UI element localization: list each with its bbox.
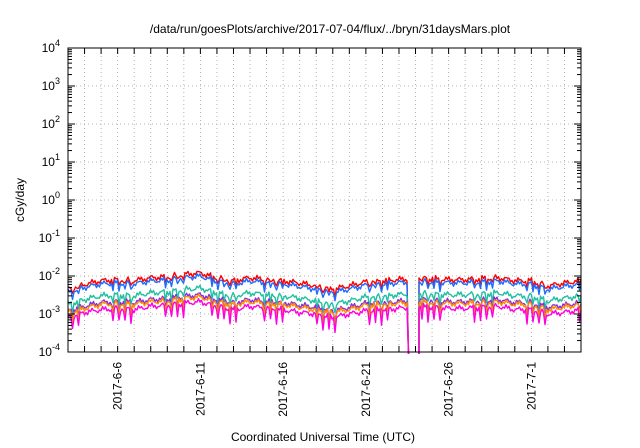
axis-ticks [67, 47, 582, 353]
x-tick-label: 2017-6-6 [111, 362, 125, 410]
y-tick-label: 102 [42, 114, 60, 131]
x-tick-label: 2017-7-1 [524, 362, 538, 410]
series-line-6 [67, 298, 582, 355]
y-tick-label: 103 [42, 76, 60, 93]
y-axis-label: cGy/day [13, 178, 27, 222]
y-tick-label: 10-3 [39, 304, 60, 321]
grid [68, 48, 581, 352]
chart-title: /data/run/goesPlots/archive/2017-07-04/f… [150, 22, 511, 36]
series-line-3 [67, 284, 582, 355]
x-tick-label: 2017-6-11 [193, 362, 207, 416]
series-line-5 [67, 293, 582, 355]
y-tick-label: 10-1 [39, 228, 60, 245]
series-line-1 [67, 270, 582, 355]
y-tick-labels: 10-4 10-3 10-2 10-1 100 101 102 103 104 [39, 38, 60, 359]
series-group [67, 270, 582, 355]
x-tick-label: 2017-6-26 [442, 362, 456, 417]
x-tick-labels: 2017-6-6 2017-6-11 2017-6-16 2017-6-21 2017-… [111, 362, 539, 417]
y-tick-label: 10-2 [39, 266, 60, 283]
y-tick-label: 104 [42, 38, 60, 55]
x-tick-label: 2017-6-16 [276, 362, 290, 417]
y-tick-label: 101 [42, 152, 60, 169]
y-tick-label: 100 [42, 190, 60, 207]
series-line-2 [67, 273, 582, 355]
x-axis-label: Coordinated Universal Time (UTC) [231, 430, 415, 444]
x-tick-label: 2017-6-21 [359, 362, 373, 417]
y-tick-label: 10-4 [39, 342, 60, 359]
